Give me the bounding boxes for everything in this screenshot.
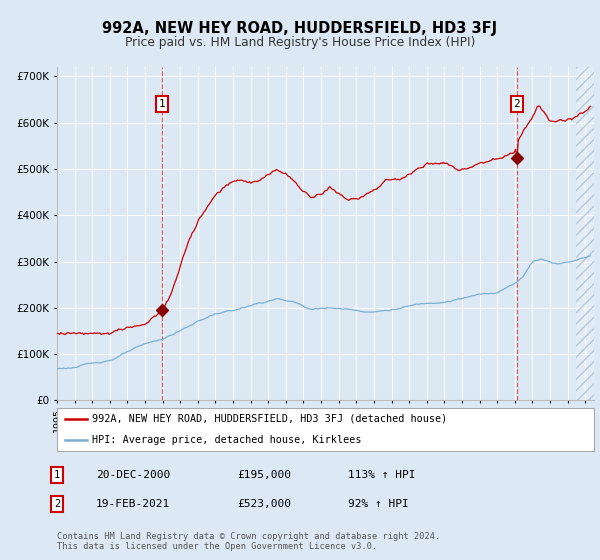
Text: 1: 1 [158, 99, 166, 109]
Text: 992A, NEW HEY ROAD, HUDDERSFIELD, HD3 3FJ: 992A, NEW HEY ROAD, HUDDERSFIELD, HD3 3F… [103, 21, 497, 36]
Text: 113% ↑ HPI: 113% ↑ HPI [348, 470, 415, 480]
Text: 19-FEB-2021: 19-FEB-2021 [96, 499, 170, 509]
Text: 2: 2 [54, 499, 60, 509]
Text: 92% ↑ HPI: 92% ↑ HPI [348, 499, 409, 509]
Text: £195,000: £195,000 [237, 470, 291, 480]
Bar [577, 67, 594, 400]
Text: Contains HM Land Registry data © Crown copyright and database right 2024.
This d: Contains HM Land Registry data © Crown c… [57, 532, 440, 552]
Bar [577, 67, 594, 400]
Text: £523,000: £523,000 [237, 499, 291, 509]
Text: 2: 2 [514, 99, 520, 109]
Text: Price paid vs. HM Land Registry's House Price Index (HPI): Price paid vs. HM Land Registry's House … [125, 36, 475, 49]
Text: 20-DEC-2000: 20-DEC-2000 [96, 470, 170, 480]
Text: 992A, NEW HEY ROAD, HUDDERSFIELD, HD3 3FJ (detached house): 992A, NEW HEY ROAD, HUDDERSFIELD, HD3 3F… [92, 414, 447, 424]
Text: HPI: Average price, detached house, Kirklees: HPI: Average price, detached house, Kirk… [92, 435, 361, 445]
Text: 1: 1 [54, 470, 60, 480]
